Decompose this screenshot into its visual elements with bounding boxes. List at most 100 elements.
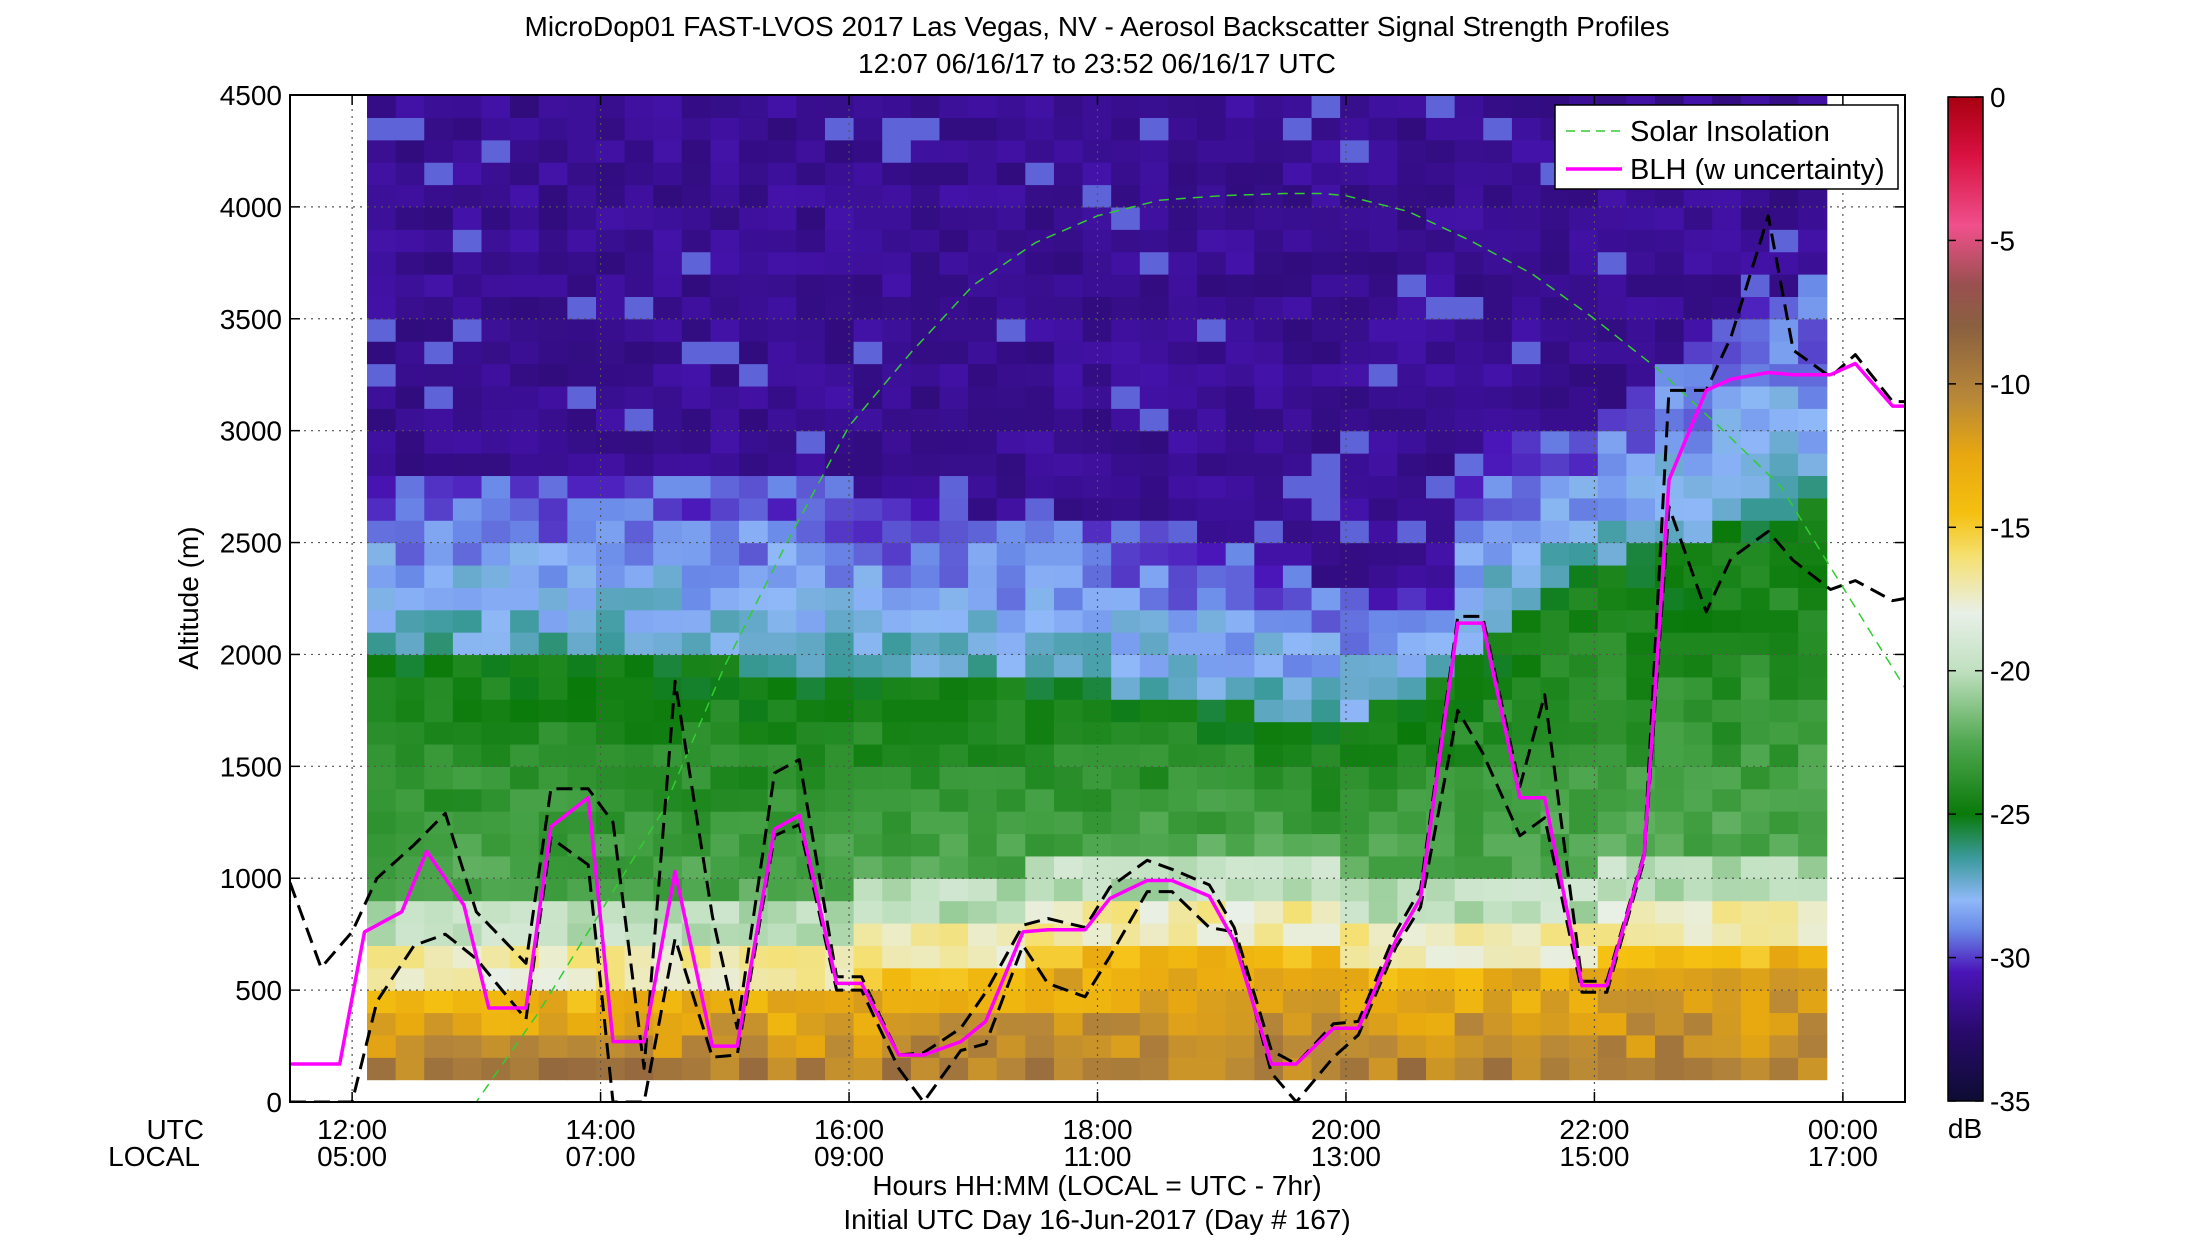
heatmap-cell: [910, 95, 941, 118]
heatmap-cell: [1740, 699, 1771, 723]
heatmap-cell: [1368, 497, 1399, 521]
heatmap-cell: [1626, 184, 1656, 208]
heatmap-cell: [1282, 206, 1313, 230]
heatmap-cell: [681, 699, 712, 723]
heatmap-cell: [1282, 721, 1313, 745]
heatmap-cell: [1426, 609, 1456, 633]
heatmap-cell: [538, 251, 568, 275]
heatmap-cell: [452, 542, 483, 566]
heatmap-cell: [1769, 743, 1799, 767]
heatmap-cell: [767, 945, 797, 969]
heatmap-cell: [853, 206, 883, 230]
heatmap-cell: [481, 274, 511, 297]
heatmap-cell: [481, 676, 511, 700]
heatmap-cell: [1197, 229, 1227, 253]
heatmap-cell: [1025, 945, 1055, 969]
heatmap-cell: [710, 274, 740, 297]
heatmap-cell: [1168, 743, 1198, 767]
x-tick-label-utc: 14:00: [566, 1114, 636, 1145]
heatmap-cell: [367, 542, 397, 566]
heatmap-cell: [1025, 1057, 1055, 1081]
heatmap-cell: [681, 296, 712, 320]
heatmap-cell: [1798, 855, 1828, 879]
heatmap-cell: [424, 117, 454, 141]
heatmap-cell: [1282, 408, 1313, 432]
y-tick-label: 1500: [220, 751, 282, 782]
heatmap-cell: [1740, 833, 1771, 857]
heatmap-cell: [367, 497, 397, 521]
heatmap-cell: [739, 139, 769, 163]
heatmap-cell: [1025, 453, 1055, 477]
heatmap-cell: [1082, 453, 1112, 477]
heatmap-cell: [1397, 296, 1427, 320]
colorbar-tick-label: -20: [1990, 656, 2030, 687]
heatmap-cell: [968, 318, 998, 342]
heatmap-cell: [424, 676, 454, 700]
heatmap-cell: [424, 274, 454, 297]
heatmap-cell: [939, 855, 969, 879]
heatmap-cell: [367, 184, 397, 208]
heatmap-cell: [1311, 497, 1341, 521]
heatmap-cell: [538, 162, 568, 186]
heatmap-cell: [1111, 922, 1141, 946]
heatmap-cell: [1139, 967, 1170, 991]
heatmap-cell: [510, 497, 540, 521]
heatmap-cell: [1626, 922, 1656, 946]
heatmap-cell: [1197, 385, 1227, 409]
heatmap-cell: [1712, 296, 1742, 320]
heatmap-cell: [681, 229, 712, 253]
heatmap-cell: [1597, 1034, 1627, 1058]
heatmap-cell: [739, 117, 769, 141]
heatmap-cell: [1282, 654, 1313, 678]
heatmap-cell: [452, 497, 483, 521]
heatmap-cell: [424, 229, 454, 253]
heatmap-cell: [424, 184, 454, 208]
heatmap-cell: [1769, 430, 1799, 454]
heatmap-cell: [1426, 766, 1456, 790]
heatmap-cell: [452, 676, 483, 700]
heatmap-cell: [767, 139, 797, 163]
heatmap-cell: [367, 475, 397, 499]
heatmap-cell: [395, 564, 425, 588]
heatmap-cell: [1569, 453, 1599, 477]
heatmap-cell: [1397, 766, 1427, 790]
heatmap-cell: [1626, 587, 1656, 611]
heatmap-cell: [1197, 453, 1227, 477]
heatmap-cell: [968, 430, 998, 454]
heatmap-cell: [424, 1057, 454, 1081]
heatmap-cell: [1225, 833, 1255, 857]
heatmap-cell: [739, 497, 769, 521]
heatmap-cell: [1053, 206, 1084, 230]
heatmap-cell: [1282, 251, 1313, 275]
heatmap-cell: [739, 95, 769, 118]
heatmap-cell: [1254, 766, 1284, 790]
heatmap-cell: [710, 497, 740, 521]
heatmap-cell: [1311, 676, 1341, 700]
heatmap-cell: [538, 743, 568, 767]
heatmap-cell: [653, 967, 683, 991]
heatmap-cell: [968, 766, 998, 790]
heatmap-cell: [1111, 251, 1141, 275]
heatmap-cell: [882, 833, 912, 857]
heatmap-cell: [824, 587, 855, 611]
heatmap-cell: [624, 967, 654, 991]
series-solid-0: [290, 361, 1905, 1066]
heatmap-cell: [452, 609, 483, 633]
heatmap-cell: [452, 587, 483, 611]
heatmap-cell: [710, 564, 740, 588]
heatmap-cell: [1683, 251, 1713, 275]
heatmap-cell: [567, 632, 597, 656]
heatmap-cell: [538, 788, 568, 812]
heatmap-cell: [1655, 922, 1685, 946]
heatmap-cell: [853, 408, 883, 432]
heatmap-cell: [538, 453, 568, 477]
heatmap-cell: [1426, 564, 1456, 588]
heatmap-cell: [1053, 632, 1084, 656]
heatmap-cell: [1311, 341, 1341, 365]
heatmap-cell: [681, 878, 712, 902]
heatmap-cell: [567, 251, 597, 275]
heatmap-cell: [939, 453, 969, 477]
heatmap-cell: [1397, 341, 1427, 365]
heatmap-cell: [939, 811, 969, 835]
heatmap-cell: [1655, 229, 1685, 253]
